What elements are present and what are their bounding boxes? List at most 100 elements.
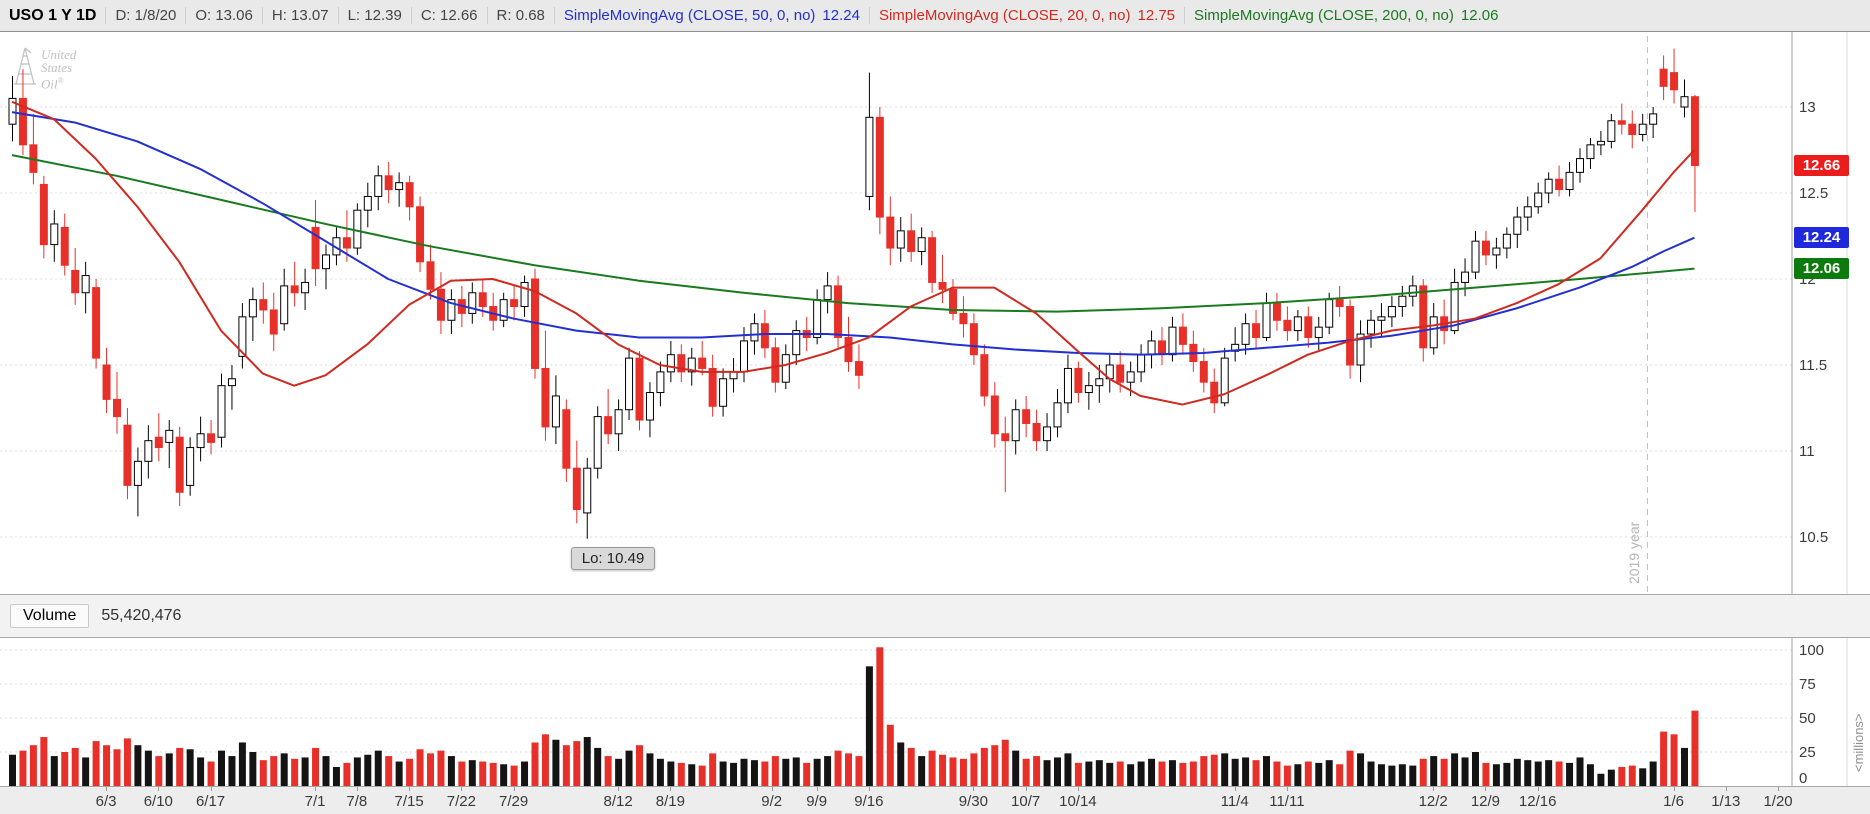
candle-body [572,467,581,510]
volume-bar [82,757,90,786]
x-axis-tick [356,787,358,791]
candle-body [436,288,445,321]
candle-body [238,316,247,357]
volume-bar [280,753,288,786]
candle-body [844,336,853,363]
x-axis-tick [1077,787,1079,791]
candle-body [1001,433,1010,442]
candle-body [39,183,48,246]
volume-bar [939,754,947,786]
candle-body [1659,68,1668,87]
volume-bar [1200,756,1208,786]
candle-body [363,195,372,211]
volume-bar [1398,764,1406,786]
x-axis-tick [1725,787,1727,791]
volume-bar [1482,762,1490,786]
candle-body [896,230,905,249]
x-axis-label: 10/7 [1011,793,1041,810]
candle-body [342,237,351,249]
volume-bar [1315,762,1323,786]
volume-bar [1409,765,1417,786]
volume-bar [1691,710,1699,786]
candle-body [823,285,832,301]
volume-bar [186,749,194,786]
volume-bar [1189,761,1197,786]
candle-body [1429,316,1438,349]
candle-body [645,392,654,421]
x-axis-label: 1/20 [1763,793,1793,810]
volume-bar [667,761,675,786]
candle-body [666,354,675,373]
candle-body [928,237,937,283]
candle-body [1649,113,1658,125]
volume-bar [1461,757,1469,786]
ohlc-field-date: D: 1/8/20 [105,7,185,24]
volume-bar [918,756,926,786]
volume-bar [1534,761,1542,786]
last-price-badge: 12.66 [1794,154,1849,176]
candle-body [1147,340,1156,356]
volume-study-label[interactable]: Volume [10,604,90,628]
candle-body [907,230,916,252]
candle-body [1387,306,1396,318]
volume-bar [1001,739,1009,786]
x-axis-tick [158,787,160,791]
candle-body [186,447,195,486]
candle-body [102,364,111,400]
volume-bar [353,757,361,786]
candle-body [1095,378,1104,387]
indicator-sma50[interactable]: SimpleMovingAvg (CLOSE, 50, 0, no) 12.24 [553,7,869,24]
indicator-sma20[interactable]: SimpleMovingAvg (CLOSE, 20, 0, no) 12.75 [868,7,1184,24]
volume-bar [761,761,769,786]
x-axis-label: 11/11 [1269,793,1305,810]
volume-bar [437,750,445,786]
volume-bar [803,762,811,786]
ohlc-field-high: H: 13.07 [261,7,338,24]
volume-bar [928,750,936,786]
volume-bar [1618,766,1626,786]
volume-bar [374,750,382,786]
volume-bar [29,745,37,786]
volume-bar [1586,764,1594,786]
candle-body [865,116,874,197]
candle-body [395,182,404,191]
volume-bar [1179,762,1187,786]
volume-bar [312,747,320,786]
candle-body [938,281,947,290]
candle-body [1461,271,1470,283]
price-tick-label: 11.5 [1799,357,1827,374]
ohlc-field-low: L: 12.39 [337,7,411,24]
candle-body [719,378,728,407]
volume-bar [646,753,654,786]
volume-bar [1576,757,1584,786]
time-axis[interactable]: 6/3 6/10 6/17 7/1 7/8 7/15 7/22 7/29 8/12 8/19 9/2… [0,786,1870,814]
candle-body [1293,316,1302,332]
indicator-sma200[interactable]: SimpleMovingAvg (CLOSE, 200, 0, no) 12.06 [1184,7,1507,24]
volume-bar [406,758,414,786]
x-axis-tick [1286,787,1288,791]
candle-body [1628,123,1637,136]
volume-bar [636,745,643,786]
candle-body [593,416,602,469]
volume-bar [134,745,142,786]
candle-body [834,285,843,338]
candle-body [980,354,989,397]
candle-body [311,226,320,270]
candle-body [1325,299,1334,328]
x-axis-tick [670,787,672,791]
volume-bar [1566,762,1574,786]
volume-bar [1095,760,1103,786]
volume-bar [876,647,884,786]
candle-body [81,275,90,294]
candle-body [760,323,769,349]
volume-bar [510,765,518,786]
volume-bar [1628,765,1636,786]
volume-bar [416,749,424,786]
candle-body [604,416,613,435]
candle-body [1576,158,1584,173]
x-axis-label: 12/9 [1470,793,1501,810]
watermark-line: United [41,47,77,62]
volume-bar [1545,760,1553,786]
candle-body [1178,326,1187,345]
